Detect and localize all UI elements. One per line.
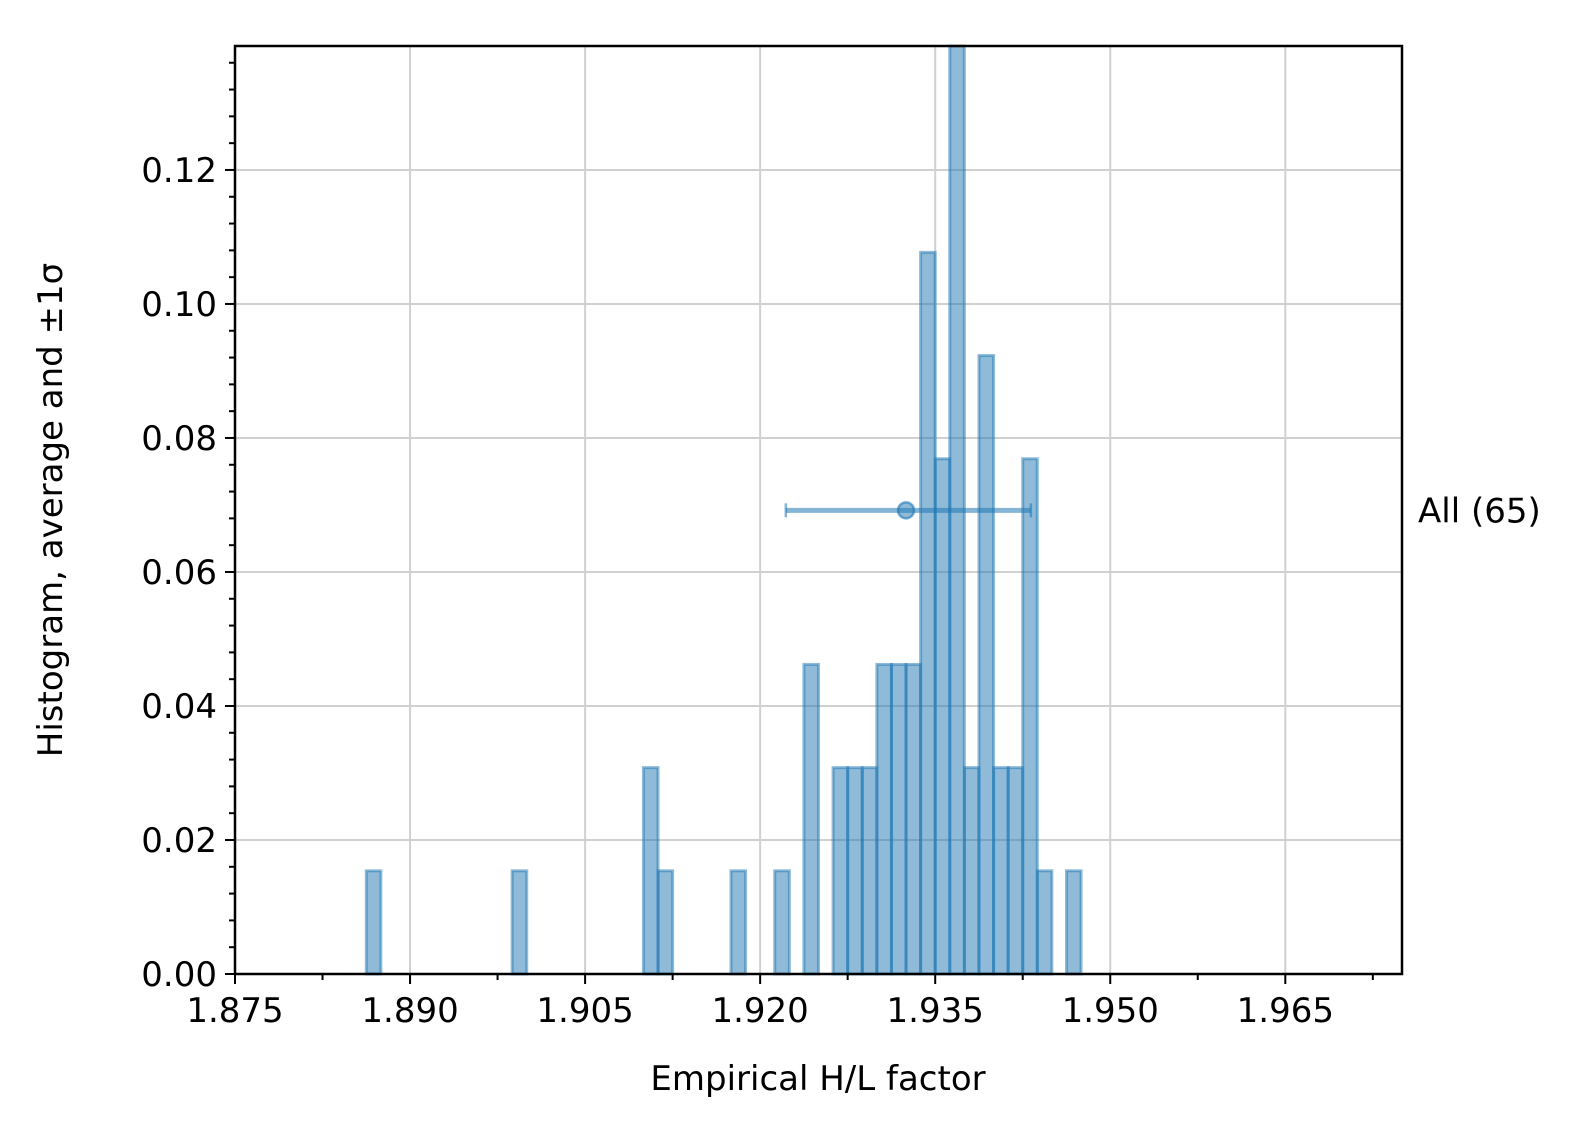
histogram-bar bbox=[1064, 869, 1083, 976]
y-tick-label: 0.08 bbox=[141, 419, 217, 459]
y-axis-label: Histogram, average and ±1σ bbox=[31, 263, 71, 757]
x-axis-ticks: 1.875 1.890 1.905 1.920 1.935 1.950 1.965 bbox=[186, 974, 1374, 1031]
histogram-bar bbox=[729, 869, 748, 976]
histogram-bar bbox=[831, 766, 850, 976]
histogram-bar bbox=[992, 766, 1010, 976]
x-axis-label: Empirical H/L factor bbox=[650, 1059, 985, 1099]
histogram-bar bbox=[919, 250, 937, 976]
histogram-bar bbox=[802, 662, 820, 976]
grid-lines bbox=[235, 46, 1402, 974]
histogram-bar bbox=[846, 766, 864, 976]
histogram-bar bbox=[860, 766, 879, 976]
plot-frame bbox=[233, 44, 1404, 976]
average-error-bar bbox=[784, 501, 1033, 520]
x-tick-label: 1.950 bbox=[1062, 991, 1159, 1031]
histogram-bar bbox=[656, 869, 675, 976]
x-tick-label: 1.875 bbox=[186, 991, 283, 1031]
y-tick-label: 0.02 bbox=[141, 821, 217, 861]
histogram-bar bbox=[1021, 457, 1039, 976]
y-tick-label: 0.00 bbox=[141, 955, 217, 995]
histogram-bar bbox=[510, 869, 529, 976]
histogram-bar bbox=[962, 766, 981, 976]
y-tick-label: 0.10 bbox=[141, 285, 217, 325]
histogram-bar bbox=[875, 662, 893, 976]
histogram-bar bbox=[1035, 869, 1054, 976]
histogram-bar bbox=[904, 662, 923, 976]
histogram-bar bbox=[889, 662, 908, 976]
histogram-bar bbox=[364, 869, 383, 976]
x-tick-label: 1.920 bbox=[711, 991, 808, 1031]
y-tick-label: 0.04 bbox=[141, 687, 217, 727]
error-bar-label: All (65) bbox=[1418, 491, 1541, 531]
histogram-bar bbox=[773, 869, 791, 976]
x-tick-label: 1.965 bbox=[1237, 991, 1334, 1031]
x-tick-label: 1.890 bbox=[361, 991, 458, 1031]
histogram-bar bbox=[977, 354, 996, 976]
y-tick-label: 0.12 bbox=[141, 151, 217, 191]
y-axis-ticks: 0.00 0.02 0.04 0.06 0.08 0.10 0.12 bbox=[141, 61, 235, 995]
histogram-bar bbox=[641, 766, 660, 976]
y-tick-label: 0.06 bbox=[141, 553, 217, 593]
x-tick-label: 1.935 bbox=[887, 991, 984, 1031]
histogram-bar bbox=[933, 457, 952, 976]
average-marker bbox=[896, 501, 916, 520]
histogram-bar bbox=[1006, 766, 1025, 976]
x-tick-label: 1.905 bbox=[536, 991, 633, 1031]
